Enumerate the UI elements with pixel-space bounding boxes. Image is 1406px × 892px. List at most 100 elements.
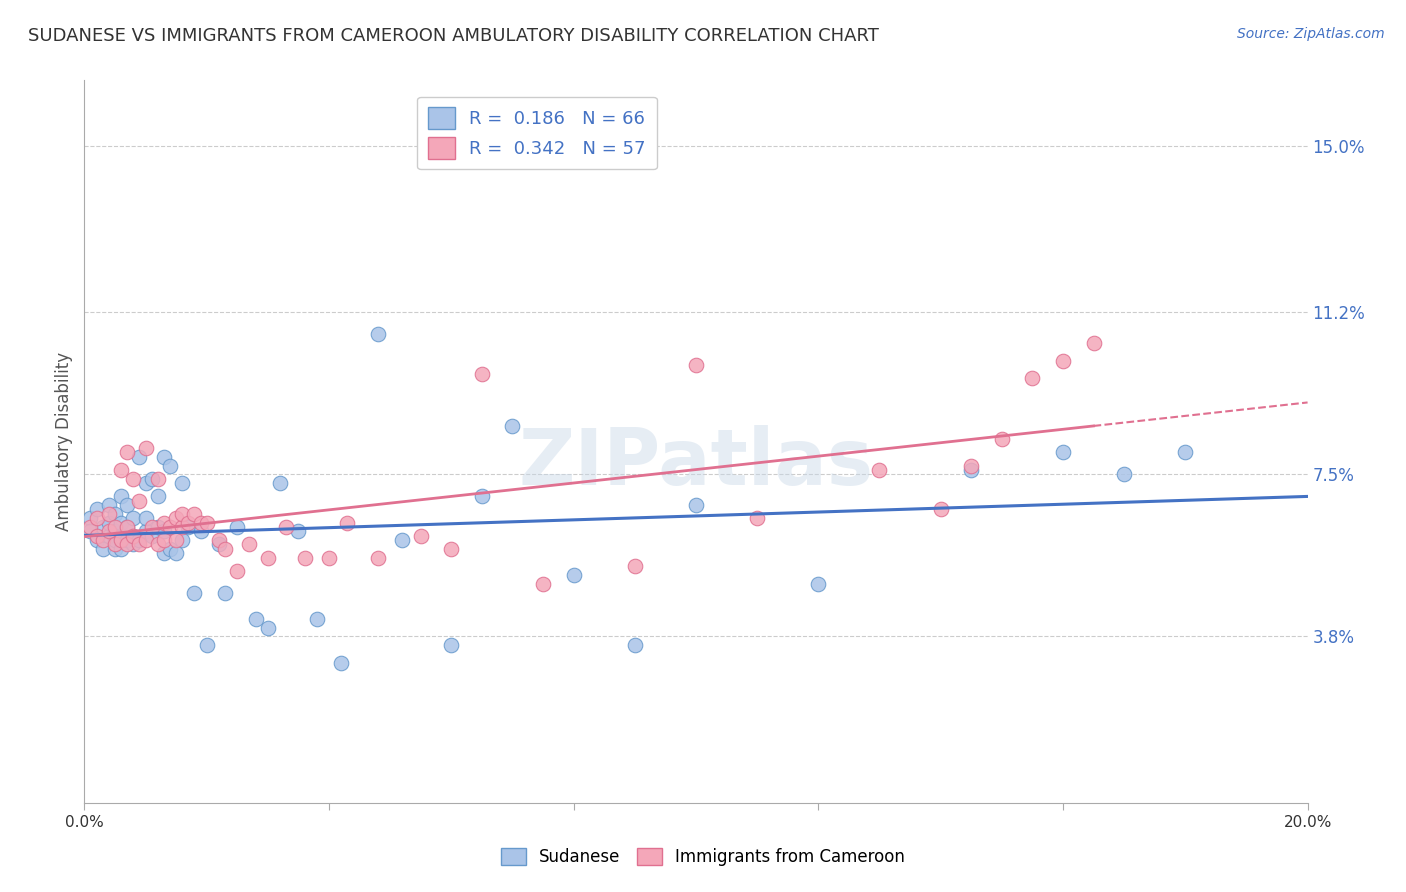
Point <box>685 498 707 512</box>
Point <box>115 533 138 547</box>
Point <box>747 511 769 525</box>
Point <box>294 550 316 565</box>
Point <box>226 564 249 578</box>
Point <box>153 516 176 530</box>
Point <box>330 656 353 670</box>
Point <box>305 612 328 626</box>
Point <box>287 524 309 539</box>
Point <box>869 463 891 477</box>
Point <box>214 585 236 599</box>
Point <box>336 516 359 530</box>
Point <box>807 577 830 591</box>
Point <box>318 550 340 565</box>
Point <box>1174 445 1197 459</box>
Point <box>128 493 150 508</box>
Point <box>115 498 138 512</box>
Point <box>153 524 176 539</box>
Point <box>135 524 157 539</box>
Point <box>104 507 127 521</box>
Point <box>97 516 120 530</box>
Point <box>115 445 138 459</box>
Point <box>128 533 150 547</box>
Point <box>165 533 187 547</box>
Point <box>1114 467 1136 482</box>
Point <box>172 476 194 491</box>
Point <box>367 550 389 565</box>
Point <box>110 533 132 547</box>
Point <box>367 327 389 342</box>
Point <box>190 524 212 539</box>
Point <box>135 533 157 547</box>
Point <box>159 458 181 473</box>
Point <box>409 529 432 543</box>
Point <box>115 537 138 551</box>
Point <box>226 520 249 534</box>
Point <box>153 533 176 547</box>
Point <box>153 450 176 464</box>
Point <box>960 463 983 477</box>
Point <box>1052 445 1074 459</box>
Point <box>122 472 145 486</box>
Point <box>79 511 101 525</box>
Text: ZIPatlas: ZIPatlas <box>519 425 873 501</box>
Point <box>562 568 585 582</box>
Point <box>122 511 145 525</box>
Point <box>1083 336 1105 351</box>
Point <box>991 433 1014 447</box>
Point <box>86 502 108 516</box>
Point <box>471 367 494 381</box>
Point <box>502 419 524 434</box>
Point <box>440 638 463 652</box>
Point <box>214 541 236 556</box>
Y-axis label: Ambulatory Disability: Ambulatory Disability <box>55 352 73 531</box>
Point <box>110 529 132 543</box>
Point <box>624 559 647 574</box>
Point <box>276 520 298 534</box>
Point <box>141 472 163 486</box>
Legend: Sudanese, Immigrants from Cameroon: Sudanese, Immigrants from Cameroon <box>492 840 914 875</box>
Point <box>960 458 983 473</box>
Point <box>190 516 212 530</box>
Point <box>195 516 218 530</box>
Point <box>146 472 169 486</box>
Point <box>104 541 127 556</box>
Point <box>91 520 114 534</box>
Point <box>195 638 218 652</box>
Point <box>104 533 127 547</box>
Point <box>110 516 132 530</box>
Point <box>172 520 194 534</box>
Point <box>146 520 169 534</box>
Point <box>929 502 952 516</box>
Point <box>685 358 707 372</box>
Point <box>91 533 114 547</box>
Legend: R =  0.186   N = 66, R =  0.342   N = 57: R = 0.186 N = 66, R = 0.342 N = 57 <box>418 96 657 169</box>
Point <box>624 638 647 652</box>
Point <box>257 550 280 565</box>
Point <box>97 524 120 539</box>
Point <box>128 450 150 464</box>
Point <box>110 541 132 556</box>
Point <box>122 529 145 543</box>
Point <box>86 529 108 543</box>
Point <box>115 520 138 534</box>
Point <box>1021 371 1043 385</box>
Point <box>172 533 194 547</box>
Point <box>257 621 280 635</box>
Text: Source: ZipAtlas.com: Source: ZipAtlas.com <box>1237 27 1385 41</box>
Point <box>391 533 413 547</box>
Point <box>135 476 157 491</box>
Point <box>146 537 169 551</box>
Point <box>86 533 108 547</box>
Point <box>183 585 205 599</box>
Point <box>153 546 176 560</box>
Point <box>165 511 187 525</box>
Point <box>135 511 157 525</box>
Point <box>183 507 205 521</box>
Point <box>122 537 145 551</box>
Point <box>97 507 120 521</box>
Point <box>238 537 260 551</box>
Point <box>172 507 194 521</box>
Point <box>440 541 463 556</box>
Point <box>86 511 108 525</box>
Point <box>128 537 150 551</box>
